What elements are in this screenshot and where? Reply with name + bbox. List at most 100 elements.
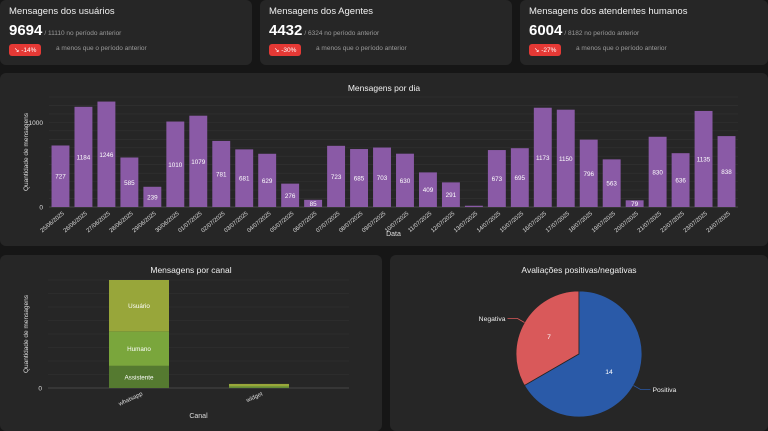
daily-chart-title: Mensagens por dia (347, 83, 421, 93)
x-tick-label: 29/06/2025 (132, 211, 158, 234)
kpi-change-note: a menos que o período anterior (316, 45, 407, 52)
x-tick-label: 14/07/2025 (476, 211, 502, 234)
bar (418, 172, 437, 207)
pie-slice (523, 290, 643, 418)
kpi-change-badge: ↘ -30% (269, 44, 302, 56)
y-tick-label: 0 (39, 205, 43, 212)
bar (579, 139, 598, 207)
x-tick-label: 05/07/2025 (269, 211, 295, 234)
bar (74, 106, 93, 207)
bar-value-label: 585 (124, 180, 135, 187)
bar (602, 159, 621, 207)
kpi-previous: / 6324 no período anterior (304, 30, 380, 37)
bar-value-label: 630 (400, 178, 411, 185)
channel-messages-chart: 0 Quantidade de mensagens Canal Assistente H… (23, 279, 349, 420)
ratings-pie-chart: 7 Negativa 14 Positiva (479, 290, 677, 418)
bar-value-label: 85 (310, 201, 318, 208)
bar (327, 145, 346, 207)
x-tick-label: 26/06/2025 (63, 211, 89, 234)
x-tick-label: 18/07/2025 (568, 211, 594, 234)
kpi-value: 9694/ 11110 no período anterior (9, 22, 122, 39)
x-tick-label: 04/07/2025 (246, 211, 272, 234)
bar (487, 150, 506, 207)
x-tick-label: 20/07/2025 (614, 211, 640, 234)
ratings-panel: Avaliações positivas/negativas 7 Negativa… (390, 255, 768, 431)
segment-label: Usuário (128, 303, 150, 310)
bar (143, 186, 162, 207)
bar-value-label: 673 (492, 176, 503, 183)
bar-value-label: 796 (583, 171, 594, 178)
bar (281, 183, 300, 207)
kpi-title: Mensagens dos atendentes humanos (529, 6, 688, 17)
pie-leader-line (507, 318, 525, 323)
segment-label: Assistente (124, 374, 154, 381)
kpi-card-agents: Mensagens dos Agentes 4432/ 6324 no perí… (260, 0, 512, 65)
bar-value-label: 681 (239, 176, 250, 183)
bar (120, 157, 139, 207)
pie-slice-label: Negativa (479, 316, 506, 323)
bar-value-label: 1150 (559, 156, 573, 163)
kpi-previous: / 11110 no período anterior (44, 30, 122, 37)
pie-value-label: 14 (605, 369, 613, 376)
bar (625, 200, 644, 207)
bar (212, 140, 231, 207)
kpi-value: 4432/ 6324 no período anterior (269, 22, 380, 39)
bar (671, 153, 690, 207)
bar-value-label: 409 (423, 187, 434, 194)
stacked-bar-segment (109, 331, 169, 366)
bar (373, 147, 391, 207)
pie-slice-label: Positiva (652, 387, 676, 394)
x-tick-label: 03/07/2025 (223, 211, 249, 234)
x-tick-label: 27/06/2025 (86, 211, 112, 234)
y-axis-label: Quantidade de mensagens (23, 294, 30, 373)
kpi-title: Mensagens dos Agentes (269, 6, 374, 17)
x-tick-label: 22/07/2025 (660, 211, 686, 234)
bar-value-label: 239 (147, 194, 158, 201)
x-tick-label: 19/07/2025 (591, 211, 617, 234)
bar-value-label: 563 (606, 181, 617, 188)
x-tick-label: 15/07/2025 (499, 211, 525, 234)
bar-value-label: 1246 (99, 152, 114, 159)
bar-value-label: 1184 (77, 154, 91, 161)
bar (510, 148, 529, 207)
channel-messages-panel: Mensagens por canal 0 Quantidade de mensa… (0, 255, 382, 431)
bar-value-label: 1010 (168, 162, 183, 169)
stacked-bar-segment (229, 386, 289, 388)
x-tick-label: 09/07/2025 (361, 211, 387, 234)
bar (441, 182, 460, 207)
kpi-title: Mensagens dos usuários (9, 6, 115, 17)
bar-value-label: 838 (721, 169, 732, 176)
ratings-chart-title: Avaliações positivas/negativas (521, 265, 637, 275)
x-tick-label: 25/06/2025 (40, 211, 66, 234)
x-tick-label: 02/07/2025 (200, 211, 226, 234)
bar-value-label: 276 (285, 193, 296, 200)
bar-value-label: 781 (216, 171, 227, 178)
y-tick-label: 0 (38, 386, 42, 393)
x-tick-label: whatsapp (117, 391, 144, 408)
bar (648, 136, 667, 207)
bar (97, 101, 116, 207)
x-tick-label: 11/07/2025 (407, 211, 433, 234)
bar (258, 153, 277, 207)
daily-messages-panel: Mensagens por dia 0 1000 Quantidade de men… (0, 73, 768, 246)
x-tick-label: 21/07/2025 (637, 211, 663, 234)
x-axis-label: Canal (189, 413, 208, 420)
bar (556, 109, 575, 207)
x-tick-label: 01/07/2025 (177, 211, 203, 234)
x-tick-label: 07/07/2025 (315, 211, 341, 234)
channel-chart-title: Mensagens por canal (150, 265, 232, 275)
pie-leader-line (633, 385, 651, 390)
bar-value-label: 1079 (191, 159, 206, 166)
x-tick-label: 06/07/2025 (292, 211, 318, 234)
kpi-change-badge: ↘ -14% (9, 44, 42, 56)
bar (533, 107, 552, 207)
bar-value-label: 1135 (697, 156, 711, 163)
bar-value-label: 685 (354, 176, 365, 183)
bar-value-label: 79 (631, 201, 639, 208)
stacked-bar-segment (109, 365, 169, 388)
x-axis-label: Data (386, 231, 401, 238)
bar-value-label: 695 (515, 175, 526, 182)
y-tick-label: 1000 (29, 120, 44, 127)
bar (51, 145, 70, 207)
